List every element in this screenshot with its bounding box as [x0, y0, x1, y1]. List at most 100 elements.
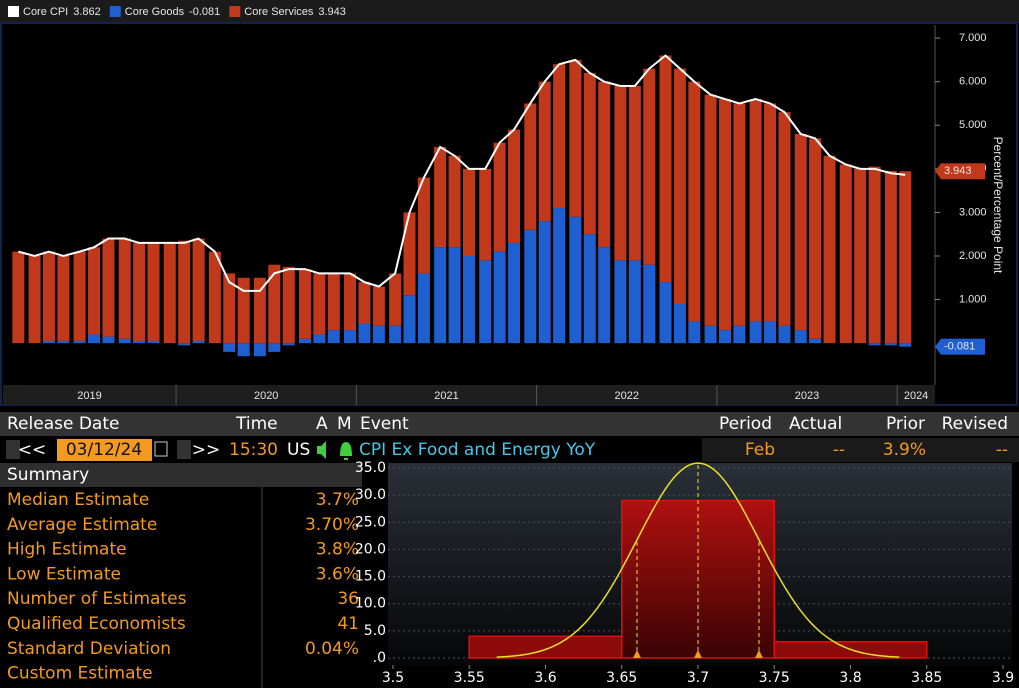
bar: [327, 330, 340, 344]
bar: [673, 68, 686, 304]
summary-label: Low Estimate: [7, 564, 121, 584]
bar: [253, 343, 266, 357]
summary-value: 3.8%: [316, 540, 359, 560]
calendar-icon[interactable]: [154, 441, 168, 457]
bar: [358, 282, 371, 324]
summary-label: High Estimate: [7, 540, 127, 560]
y-tick-label: 35.0: [355, 460, 386, 476]
bar: [688, 81, 701, 322]
bar: [493, 251, 506, 344]
legend-entry: Core CPI 3.862: [23, 6, 101, 18]
bar: [268, 264, 281, 344]
bar: [42, 251, 55, 341]
callout-box: [941, 163, 985, 180]
callout-box: [941, 338, 985, 355]
nav-next[interactable]: >>: [192, 440, 221, 460]
header: Period: [719, 414, 772, 434]
bar: [794, 330, 807, 344]
bar: [57, 340, 70, 344]
nav-prev[interactable]: <<: [18, 440, 47, 460]
y-tick-label: 30.0: [355, 487, 386, 503]
release-date[interactable]: 03/12/24: [66, 440, 142, 460]
bar: [868, 343, 881, 346]
bar: [192, 238, 205, 341]
legend-swatch: [229, 6, 241, 17]
bar: [133, 242, 146, 341]
bar: [88, 247, 101, 335]
sd-triangle: [755, 650, 763, 658]
bar: [704, 325, 717, 344]
header: A: [316, 414, 328, 434]
bar: [809, 338, 822, 344]
summary-value: 3.70%: [305, 515, 359, 535]
bar: [673, 303, 686, 344]
x-tick-label: 3.85: [911, 670, 942, 686]
bar: [508, 242, 521, 344]
bar: [884, 343, 897, 346]
summary-label: Number of Estimates: [7, 589, 187, 609]
bar: [344, 273, 357, 331]
bar: [313, 273, 326, 335]
bar: [147, 242, 160, 341]
bar: [358, 323, 371, 344]
bar: [237, 343, 250, 357]
icon-button[interactable]: [177, 440, 191, 459]
bar: [118, 238, 131, 339]
y-tick-label: 7.000: [959, 32, 987, 44]
bar: [823, 155, 836, 344]
bar: [524, 103, 537, 230]
actual: --: [833, 440, 845, 460]
alert-icon[interactable]: [317, 441, 326, 459]
bar: [417, 273, 430, 344]
sd-triangle: [633, 650, 641, 658]
top-panel: Percent/Percentage Point 1.000 2.000 3.000…: [0, 0, 1019, 406]
summary-label: Custom Estimate: [7, 664, 153, 684]
release-time: 15:30: [229, 440, 278, 460]
x-tick-label: 2023: [795, 390, 819, 402]
bar: [192, 340, 205, 344]
legend-bar: [0, 0, 1019, 23]
bar: [628, 260, 641, 344]
event-name[interactable]: CPI Ex Food and Energy YoY: [359, 440, 596, 460]
bar: [538, 221, 551, 344]
summary-value: 3.7%: [316, 490, 359, 510]
date-field-bg[interactable]: [57, 439, 152, 461]
bar: [778, 325, 791, 344]
x-tick-label: 3.6: [534, 670, 556, 686]
bar: [57, 255, 70, 341]
callout-pointer: [935, 338, 941, 355]
bar: [268, 343, 281, 352]
bar: [88, 334, 101, 344]
legend-name: Core CPI: [23, 6, 68, 18]
bell-icon[interactable]: [340, 442, 352, 460]
line: [18, 54, 906, 292]
header: Revised: [942, 414, 1008, 434]
summary-value: 36: [337, 589, 359, 609]
x-tick-label: 3.9: [992, 670, 1014, 686]
bar: [733, 325, 746, 344]
header: M: [337, 414, 352, 434]
bar: [718, 99, 731, 331]
bar: [448, 247, 461, 344]
x-tick-label: 3.55: [454, 670, 485, 686]
bar: [553, 208, 566, 344]
bar: [253, 277, 266, 344]
revised: --: [996, 440, 1008, 460]
y-tick-label: 25.0: [355, 514, 386, 530]
bar: [28, 255, 41, 344]
bar: [778, 112, 791, 326]
callout-value: -0.081: [944, 341, 975, 353]
bar: [524, 229, 537, 344]
icon-button[interactable]: [6, 440, 20, 459]
y-tick-label: 20.0: [355, 541, 386, 557]
bar: [434, 147, 447, 248]
bar: [479, 168, 492, 261]
y-tick-label: 15.0: [355, 569, 386, 585]
bar: [298, 338, 311, 344]
bar: [688, 321, 701, 344]
x-tick-label: 3.65: [606, 670, 637, 686]
bar: [389, 273, 402, 326]
bar: [12, 251, 25, 344]
bar: [733, 103, 746, 326]
